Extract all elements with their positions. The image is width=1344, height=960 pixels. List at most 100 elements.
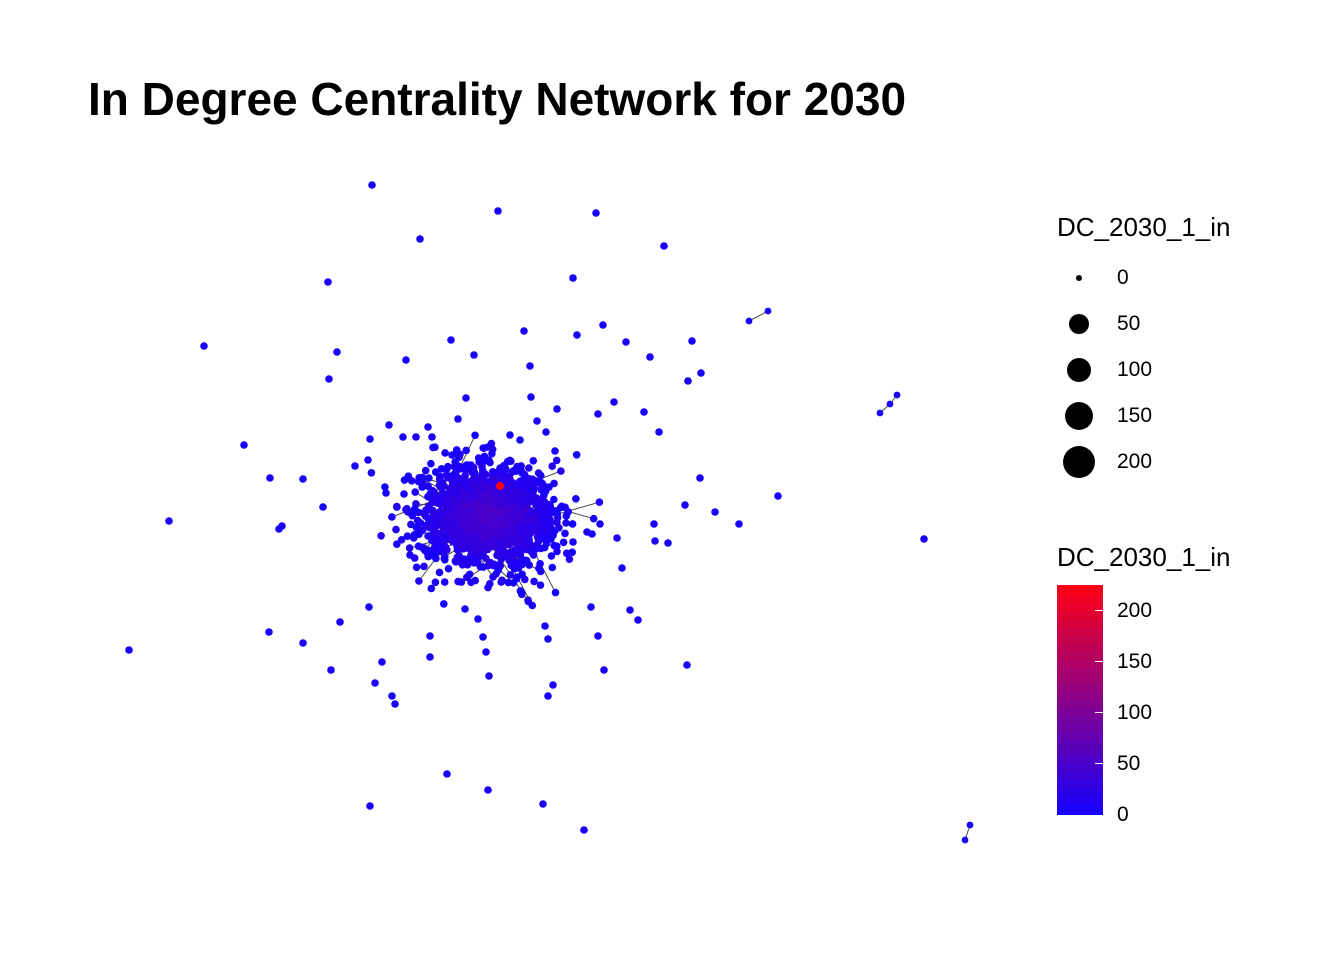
network-node (421, 512, 430, 520)
network-node (504, 578, 513, 587)
network-node (517, 480, 525, 489)
network-node (544, 635, 552, 643)
network-node (489, 573, 497, 581)
network-node (495, 545, 504, 553)
network-node (411, 505, 419, 513)
network-node (367, 469, 376, 477)
network-node (488, 449, 496, 458)
network-node (426, 632, 434, 640)
network-node (596, 520, 604, 528)
network-node (397, 536, 406, 544)
network-node (562, 519, 570, 527)
network-node (489, 468, 497, 476)
network-node (442, 505, 450, 514)
network-node (443, 770, 451, 778)
network-node (613, 534, 621, 542)
network-node (555, 524, 563, 532)
network-node (431, 543, 439, 551)
network-node (399, 433, 407, 441)
network-node (455, 462, 464, 471)
network-node (552, 508, 561, 517)
network-node (402, 356, 410, 364)
network-node (492, 500, 500, 508)
network-node (532, 501, 540, 510)
network-node (506, 431, 514, 439)
network-node (530, 484, 538, 492)
network-node (469, 475, 478, 484)
network-node (541, 516, 549, 524)
network-node (558, 502, 566, 511)
network-node (453, 546, 462, 554)
network-node (410, 554, 419, 562)
network-node (529, 457, 538, 465)
network-node (368, 181, 376, 189)
network-node (446, 474, 455, 483)
size-legend-label: 100 (1117, 358, 1153, 381)
network-node (327, 666, 335, 674)
network-node (451, 503, 459, 512)
network-node (526, 362, 534, 370)
network-node (519, 486, 527, 495)
color-legend-label: 200 (1117, 598, 1153, 622)
size-legend: 0 50 100 150 200 (1057, 255, 1257, 485)
network-node (424, 502, 433, 511)
network-node (418, 473, 427, 482)
network-node (547, 552, 556, 560)
network-node (587, 603, 595, 611)
network-node (454, 474, 463, 483)
network-node (319, 503, 327, 511)
color-legend-tick (1095, 763, 1103, 765)
network-node (454, 415, 462, 423)
network-node (391, 700, 399, 708)
network-node (388, 513, 396, 521)
network-node (437, 543, 445, 551)
network-node (463, 510, 472, 519)
network-node (494, 534, 502, 543)
size-legend-label: 200 (1117, 450, 1153, 473)
network-node (640, 408, 648, 416)
network-node (572, 495, 580, 503)
network-node (876, 409, 884, 417)
network-node (507, 552, 516, 561)
network-node (549, 681, 557, 689)
network-node (377, 532, 385, 540)
network-node (382, 489, 390, 497)
network-node (452, 446, 461, 454)
size-legend-point (1065, 402, 1093, 430)
network-node (517, 522, 526, 530)
network-node (523, 496, 531, 505)
network-node (559, 538, 568, 547)
network-node (650, 520, 658, 528)
network-node (506, 456, 514, 465)
network-node (429, 443, 437, 452)
network-node (660, 242, 668, 250)
network-node (487, 493, 495, 502)
network-node (471, 576, 480, 585)
network-node (506, 486, 514, 495)
network-node (480, 523, 488, 531)
page-title: In Degree Centrality Network for 2030 (88, 73, 907, 125)
network-node (622, 338, 630, 346)
size-legend-label: 0 (1117, 266, 1129, 289)
network-node (536, 581, 545, 589)
network-node (634, 616, 642, 624)
network-node (444, 564, 453, 573)
color-legend-tick (1095, 610, 1103, 612)
network-node (600, 666, 608, 674)
network-node (421, 466, 430, 475)
network-node (478, 544, 486, 553)
network-node (651, 537, 659, 545)
network-node (557, 467, 565, 475)
network-node (696, 474, 704, 482)
network-node (454, 531, 462, 539)
network-node (526, 522, 534, 530)
network-node (539, 800, 547, 808)
network-node (405, 544, 414, 552)
network-node (479, 444, 488, 452)
network-node (589, 514, 598, 523)
network-node (494, 507, 502, 515)
size-legend-title: DC_2030_1_in (1057, 212, 1231, 242)
network-node (495, 471, 503, 480)
network-node (515, 546, 523, 555)
network-node (470, 535, 479, 544)
